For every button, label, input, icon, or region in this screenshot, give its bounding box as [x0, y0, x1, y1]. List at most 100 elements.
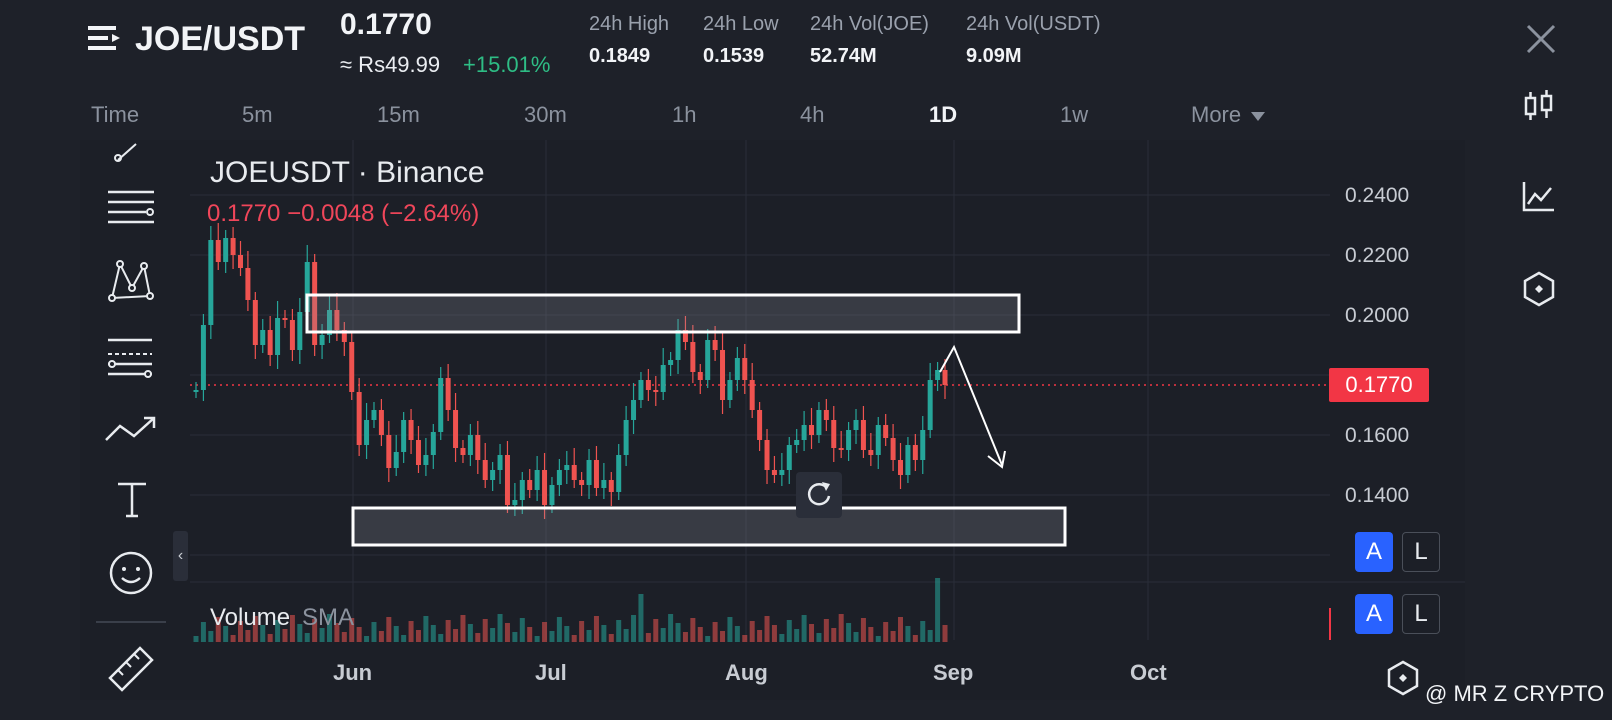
candle [423, 455, 429, 465]
text-icon[interactable] [114, 480, 150, 520]
candle [638, 380, 644, 400]
volume-bar [705, 636, 711, 642]
pattern-icon[interactable] [106, 258, 156, 304]
horizontal-lines-icon[interactable] [106, 188, 158, 232]
fib-icon[interactable] [106, 336, 156, 380]
y-tick-label: 0.1600 [1345, 424, 1410, 447]
candle [682, 330, 688, 342]
pair-title[interactable]: JOE/USDT [135, 20, 306, 58]
volume-bar [816, 633, 822, 642]
candle [512, 500, 518, 505]
candle [920, 430, 926, 460]
candle [779, 470, 785, 475]
support-zone[interactable] [351, 506, 1067, 547]
candle [312, 262, 318, 345]
candle [534, 470, 540, 490]
resistance-zone[interactable] [305, 293, 1021, 334]
tab-15m[interactable]: 15m [377, 102, 420, 127]
volume-bar [697, 627, 703, 642]
volume-bar [712, 622, 718, 642]
close-icon[interactable] [1524, 22, 1558, 56]
list-menu-icon[interactable] [88, 24, 122, 54]
candle [720, 350, 726, 400]
volume-bar [794, 629, 800, 642]
candle [794, 440, 800, 445]
volume-bar [623, 629, 629, 642]
candle [497, 455, 503, 470]
volume-bar [720, 631, 726, 642]
toolbar-collapse-button[interactable]: ‹ [173, 531, 188, 581]
volume-bar [408, 621, 414, 642]
volume-bar [393, 626, 399, 642]
tab-5m[interactable]: 5m [242, 102, 273, 127]
candle [304, 262, 310, 312]
reset-chart-button[interactable] [796, 472, 842, 518]
tab-1d[interactable]: 1D [929, 102, 958, 127]
pencil-icon[interactable] [110, 140, 150, 162]
volume-bar [653, 619, 659, 642]
tab-more-label: More [1191, 102, 1242, 127]
emoji-icon[interactable] [108, 550, 154, 596]
volume-bar [905, 626, 911, 642]
line-chart-icon[interactable] [1520, 178, 1558, 216]
log-scale-button[interactable]: L [1402, 532, 1440, 572]
settings-hex-icon[interactable] [1520, 270, 1558, 308]
volume-bar [364, 636, 370, 642]
candle [564, 465, 570, 470]
volume-bar [319, 628, 325, 642]
candle [349, 342, 355, 392]
tab-4h[interactable]: 4h [800, 102, 825, 127]
candlestick-icon[interactable] [1520, 88, 1558, 126]
tab-1h[interactable]: 1h [672, 102, 697, 127]
volume-bar [556, 617, 562, 642]
candle [831, 420, 837, 448]
reset-icon [807, 482, 831, 506]
tab-30m[interactable]: 30m [524, 102, 567, 127]
drawing-toolbar [80, 140, 184, 698]
chevron-down-icon [1251, 112, 1266, 121]
toolbar-divider [96, 621, 166, 623]
candle [890, 438, 896, 460]
volume-bar [823, 619, 829, 642]
candle [697, 372, 703, 380]
candle [549, 485, 555, 505]
volume-bar [660, 628, 666, 642]
candle [252, 300, 258, 345]
ruler-icon[interactable] [106, 644, 158, 694]
volume-bar [631, 615, 637, 642]
candle [912, 445, 918, 460]
tab-time[interactable]: Time [91, 102, 140, 127]
candle [823, 410, 829, 420]
volume-bar [252, 616, 258, 642]
candle [230, 238, 236, 255]
candle [675, 330, 681, 360]
candle [853, 420, 859, 430]
candle [556, 470, 562, 485]
candle [527, 480, 533, 490]
stat-vol-joe-label: 24h Vol(JOE) [810, 13, 929, 35]
volume-auto-button[interactable]: A [1355, 594, 1393, 634]
candle [467, 435, 473, 455]
tab-more[interactable]: More [1191, 102, 1266, 128]
trend-line-icon[interactable] [104, 412, 158, 446]
candle [386, 435, 392, 468]
auto-scale-button[interactable]: A [1355, 532, 1393, 572]
candle [660, 365, 666, 392]
candle [260, 330, 266, 345]
candle [801, 425, 807, 440]
volume-bar [423, 616, 429, 642]
x-tick-label: Jul [535, 660, 567, 685]
candle [334, 310, 340, 330]
volume-bar [401, 635, 407, 642]
volume-log-button[interactable]: L [1402, 594, 1440, 634]
candle [860, 420, 866, 450]
candle [757, 410, 763, 440]
candle [445, 378, 451, 410]
candle [319, 335, 325, 345]
tab-1w[interactable]: 1w [1060, 102, 1089, 127]
volume-bars [193, 578, 948, 642]
y-tick-label: 0.2000 [1345, 304, 1410, 327]
x-tick-label: Aug [725, 660, 768, 685]
chart-pane[interactable] [80, 140, 1465, 700]
projection-arrow[interactable] [939, 344, 1003, 466]
